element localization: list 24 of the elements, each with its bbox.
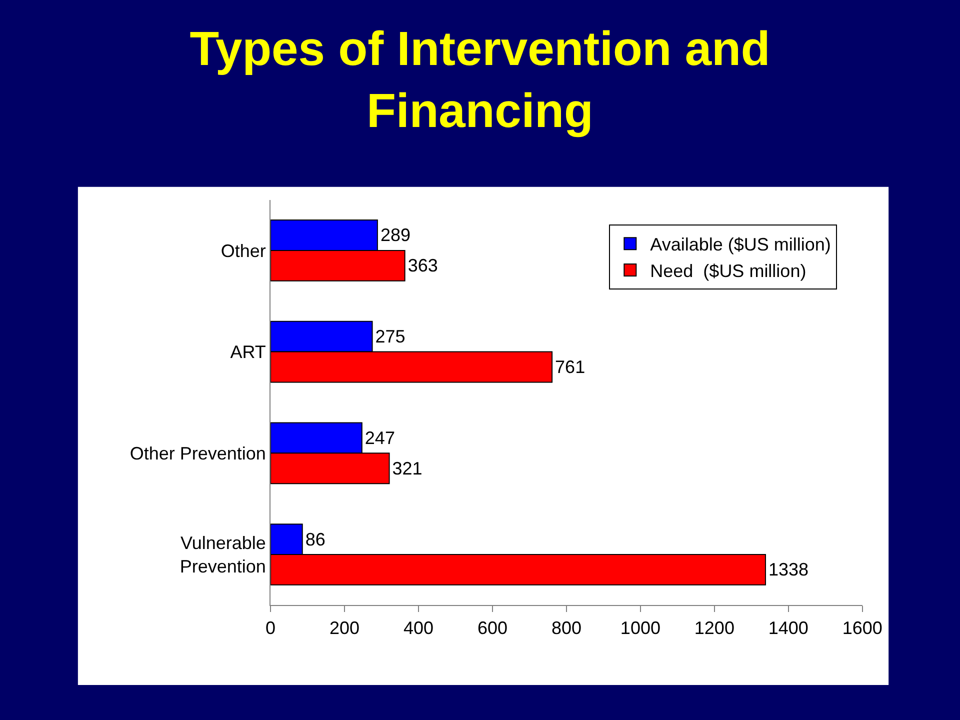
- data-label: 86: [305, 529, 326, 550]
- legend-label: Need ($US million): [650, 261, 806, 282]
- y-tick-label: Other: [220, 240, 266, 261]
- data-label: 247: [364, 428, 395, 448]
- x-tick-label: 400: [403, 618, 434, 638]
- data-label: 761: [555, 357, 586, 378]
- chart-title: Types of Intervention and Financing: [190, 22, 770, 138]
- data-label: 321: [392, 458, 422, 478]
- x-tick-label: 200: [329, 618, 360, 638]
- x-tick-label: 1000: [620, 618, 660, 638]
- y-tick-label: Vulnerable Prevention: [180, 533, 266, 577]
- x-tick-label: 0: [266, 618, 276, 638]
- data-label: 1338: [768, 560, 809, 580]
- y-tick-label: ART: [230, 342, 266, 362]
- data-label: 289: [380, 225, 410, 246]
- data-label: 275: [375, 326, 406, 347]
- legend-label: Available ($US million): [650, 234, 831, 255]
- x-tick-label: 1400: [768, 618, 808, 638]
- x-tick-label: 600: [477, 618, 508, 638]
- x-tick-label: 1600: [842, 618, 882, 638]
- y-tick-label: Other Prevention: [130, 443, 266, 464]
- data-label: 363: [408, 256, 438, 276]
- x-tick-label: 800: [551, 618, 582, 638]
- x-tick-label: 1200: [694, 618, 734, 638]
